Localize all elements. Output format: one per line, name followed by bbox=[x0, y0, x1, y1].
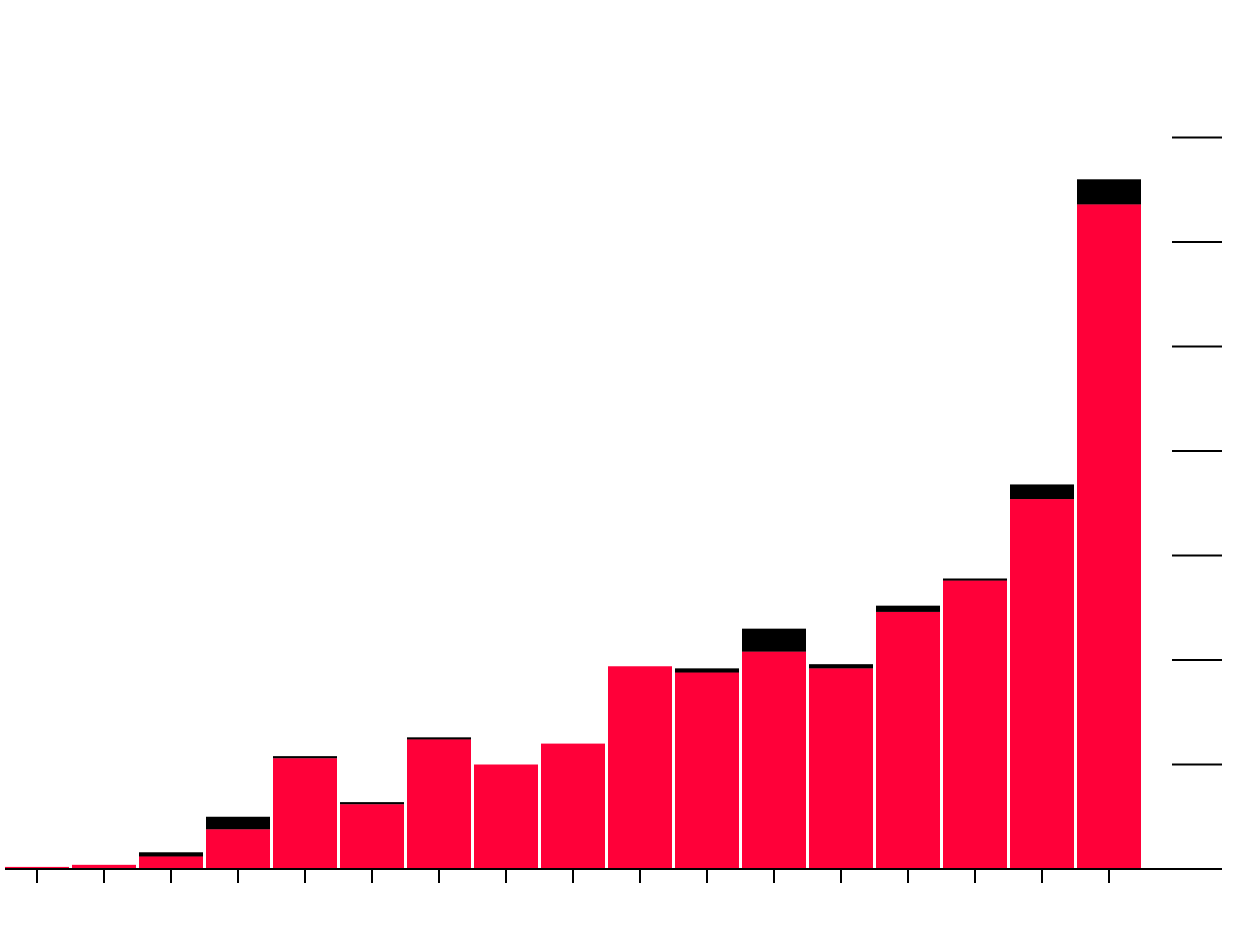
bar-16-series-2 bbox=[1010, 484, 1074, 500]
bar-6-series-2 bbox=[340, 802, 404, 805]
bar-13-series-1 bbox=[809, 668, 873, 869]
bar-11-series-2 bbox=[675, 668, 739, 673]
bar-13-series-2 bbox=[809, 664, 873, 669]
bar-16-series-1 bbox=[1010, 499, 1074, 869]
bar-7-series-2 bbox=[407, 737, 471, 740]
bar-4-series-1 bbox=[206, 829, 270, 869]
bar-8-series-1 bbox=[474, 764, 538, 869]
y-axis bbox=[1172, 136, 1222, 870]
bar-4-series-2 bbox=[206, 816, 270, 830]
bar-1-series-1 bbox=[5, 866, 69, 869]
bar-10-series-1 bbox=[608, 666, 672, 869]
bar-15-series-2 bbox=[943, 578, 1007, 581]
bar-3-series-2 bbox=[139, 852, 203, 857]
bar-12-series-1 bbox=[742, 651, 806, 869]
bar-7-series-1 bbox=[407, 739, 471, 869]
bar-17-series-1 bbox=[1077, 204, 1141, 869]
bar-17-series-2 bbox=[1077, 179, 1141, 205]
bar-6-series-1 bbox=[340, 804, 404, 869]
bar-12-series-2 bbox=[742, 628, 806, 652]
bar-5-series-2 bbox=[273, 756, 337, 759]
bar-3-series-1 bbox=[139, 856, 203, 869]
bars-layer bbox=[5, 179, 1141, 869]
bar-5-series-1 bbox=[273, 758, 337, 869]
bar-14-series-1 bbox=[876, 611, 940, 869]
bar-2-series-1 bbox=[72, 864, 136, 869]
x-axis bbox=[5, 868, 1222, 883]
bar-15-series-1 bbox=[943, 580, 1007, 869]
bar-14-series-2 bbox=[876, 605, 940, 612]
bar-11-series-1 bbox=[675, 672, 739, 869]
bar-9-series-1 bbox=[541, 743, 605, 869]
